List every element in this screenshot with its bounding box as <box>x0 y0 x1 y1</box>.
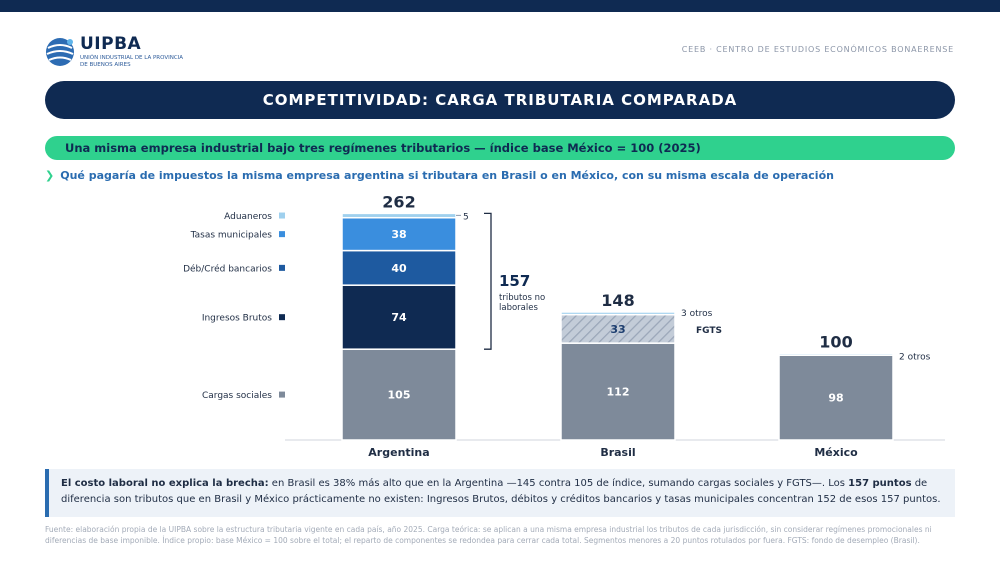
segment-label-brasil-otros: 3 otros <box>681 309 713 319</box>
bar-segment-argentina-0 <box>341 348 457 441</box>
page-title: COMPETITIVIDAD: CARGA TRIBUTARIA COMPARA… <box>45 81 955 119</box>
total-label: 148 <box>601 291 634 310</box>
bracket-text-2: laborales <box>499 303 538 313</box>
top-bar <box>0 0 1000 12</box>
segment-label-fgts: FGTS <box>696 326 722 336</box>
x-tick-label: Brasil <box>600 446 635 459</box>
brand-subtitle: UNIÓN INDUSTRIAL DE LA PROVINCIA DE BUEN… <box>80 55 184 68</box>
legend-swatch <box>279 314 285 321</box>
legend-swatch <box>279 231 285 238</box>
question-text: Qué pagaría de impuestos la misma empres… <box>60 169 834 182</box>
data-label: 105 <box>388 389 411 402</box>
data-label: 98 <box>828 392 843 405</box>
page-subtitle: Una misma empresa industrial bajo tres r… <box>45 136 955 160</box>
data-label: 74 <box>391 311 407 324</box>
legend-label: Tasas municipales <box>190 231 273 241</box>
brand-name: UIPBA <box>80 34 142 54</box>
legend-label: Ingresos Brutos <box>202 314 272 324</box>
legend-label: Déb/Créd bancarios <box>183 263 272 274</box>
logo: UIPBA UNIÓN INDUSTRIAL DE LA PROVINCIA D… <box>44 34 184 74</box>
legend-swatch <box>279 391 285 398</box>
legend-label: Aduaneros <box>224 212 272 222</box>
bar-segment-argentina-2 <box>341 249 457 286</box>
callout-bold: 157 puntos <box>848 478 912 489</box>
callout-text-2: de diferencia son tributos que en Brasil… <box>61 478 941 505</box>
bar-segment-brasil-5 <box>560 311 676 316</box>
bracket-text-1: tributos no <box>499 293 545 303</box>
globe-icon <box>46 38 74 66</box>
data-label: 33 <box>610 323 625 336</box>
data-label: 40 <box>391 262 407 275</box>
bracket <box>484 212 492 350</box>
data-label: 112 <box>607 386 630 399</box>
source-note: Fuente: elaboración propia de la UIPBA s… <box>45 525 932 545</box>
segment-label-mexico-otros: 2 otros <box>899 353 931 363</box>
segment-label-argentina-otros: 5 <box>463 212 469 222</box>
total-label: 100 <box>819 333 852 352</box>
x-tick-label: México <box>814 446 858 459</box>
legend-swatch <box>279 212 285 219</box>
bracket-value: 157 <box>499 272 530 290</box>
bar-segment-argentina-5 <box>341 212 457 219</box>
bar-segment-méxico-5 <box>778 352 894 356</box>
data-label: 38 <box>391 228 406 241</box>
org-name: CEEB · CENTRO DE ESTUDIOS ECONÓMICOS BON… <box>681 45 954 54</box>
bar-segment-argentina-3 <box>341 216 457 252</box>
callout-text-1: en Brasil es 38% más alto que en la Arge… <box>268 478 849 489</box>
bar-segment-méxico-0 <box>778 354 894 441</box>
chart-question: ❯ Qué pagaría de impuestos la misma empre… <box>45 169 834 182</box>
legend-label: Cargas sociales <box>202 391 272 401</box>
total-label: 262 <box>382 192 415 211</box>
legend-swatch <box>279 264 285 271</box>
chevron-right-icon: ❯ <box>45 169 55 182</box>
bar-segment-brasil-4 <box>560 313 676 344</box>
stacked-bar-chart: 105 74 40 38 262 Argentina 112 33 148 Brasil 98 100… <box>183 192 945 459</box>
callout-lead: El costo laboral no explica la brecha: <box>61 478 269 489</box>
bar-segment-argentina-1 <box>341 284 457 350</box>
insight-callout: El costo laboral no explica la brecha: e… <box>45 469 955 517</box>
bar-segment-brasil-0 <box>560 342 676 441</box>
x-tick-label: Argentina <box>368 446 429 459</box>
